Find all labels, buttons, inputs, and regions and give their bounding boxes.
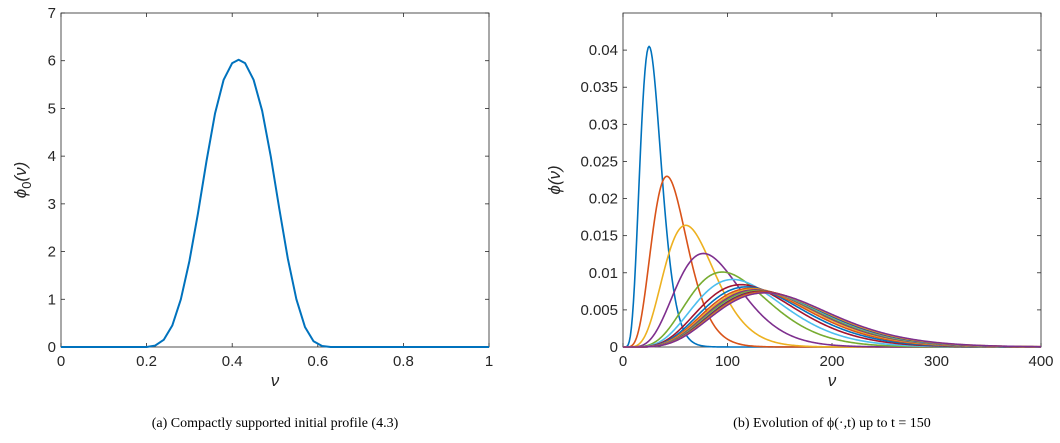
y-tick-label: 0.03 <box>589 116 618 133</box>
x-tick-label: 0.4 <box>222 353 243 370</box>
x-tick-label: 300 <box>924 353 949 370</box>
caption-b: (b) Evolution of ϕ(·,t) up to t = 150 <box>733 416 931 431</box>
x-tick-label: 0 <box>619 353 627 370</box>
x-tick-label: 1 <box>485 353 493 370</box>
y-tick-label: 6 <box>48 53 56 70</box>
y-tick-label: 0 <box>48 339 56 356</box>
y-tick-label: 5 <box>48 100 56 117</box>
y-axis-label-a-main: ϕ <box>11 189 30 198</box>
plot-area-b <box>622 12 1042 348</box>
series-b <box>623 45 1042 348</box>
y-tick-label: 0.04 <box>589 42 618 59</box>
x-tick-label: 0.6 <box>307 353 328 370</box>
x-tick-label: 0.2 <box>136 353 157 370</box>
y-tick-label: 7 <box>48 5 56 22</box>
y-axis-label-a: ϕ0(ν) <box>11 162 34 199</box>
y-tick-label: 0.015 <box>580 228 618 245</box>
y-tick-label: 3 <box>48 196 56 213</box>
series-line <box>623 292 1042 348</box>
x-tick-label: 0 <box>57 353 65 370</box>
y-tick-label: 0 <box>610 339 618 356</box>
caption-a: (a) Compactly supported initial profile … <box>152 416 399 431</box>
ticks-a: 0 0.2 0.4 0.6 0.8 1 0 1 2 3 4 5 6 7 <box>48 5 494 370</box>
series-a <box>61 58 489 348</box>
y-tick-label: 1 <box>48 291 56 308</box>
series-line <box>61 58 489 348</box>
y-tick-label: 0.035 <box>580 79 618 96</box>
y-tick-label: 0.01 <box>589 265 618 282</box>
y-tick-label: 0.02 <box>589 191 618 208</box>
y-tick-label: 4 <box>48 148 56 165</box>
y-tick-label: 0.025 <box>580 153 618 170</box>
y-tick-label: 0.005 <box>580 302 618 319</box>
x-axis-label-a: ν <box>271 371 280 390</box>
x-tick-label: 100 <box>715 353 740 370</box>
x-tick-label: 0.8 <box>393 353 414 370</box>
x-axis-label-b: ν <box>828 371 837 390</box>
ticks-b: 0 100 200 300 400 0 0.005 0.01 0.015 0.02 0.025 0.0… <box>580 13 1054 370</box>
y-axis-label-b: ϕ(ν) <box>545 165 564 194</box>
x-tick-label: 200 <box>819 353 844 370</box>
y-tick-label: 2 <box>48 244 56 261</box>
x-tick-label: 400 <box>1028 353 1053 370</box>
panel-b: 0 100 200 300 400 0 0.005 0.01 0.015 0.02 0.025 0.0… <box>545 12 1054 431</box>
y-axis-label-a-sub: 0 <box>19 182 34 189</box>
y-axis-label-a-arg: (ν) <box>11 162 30 182</box>
